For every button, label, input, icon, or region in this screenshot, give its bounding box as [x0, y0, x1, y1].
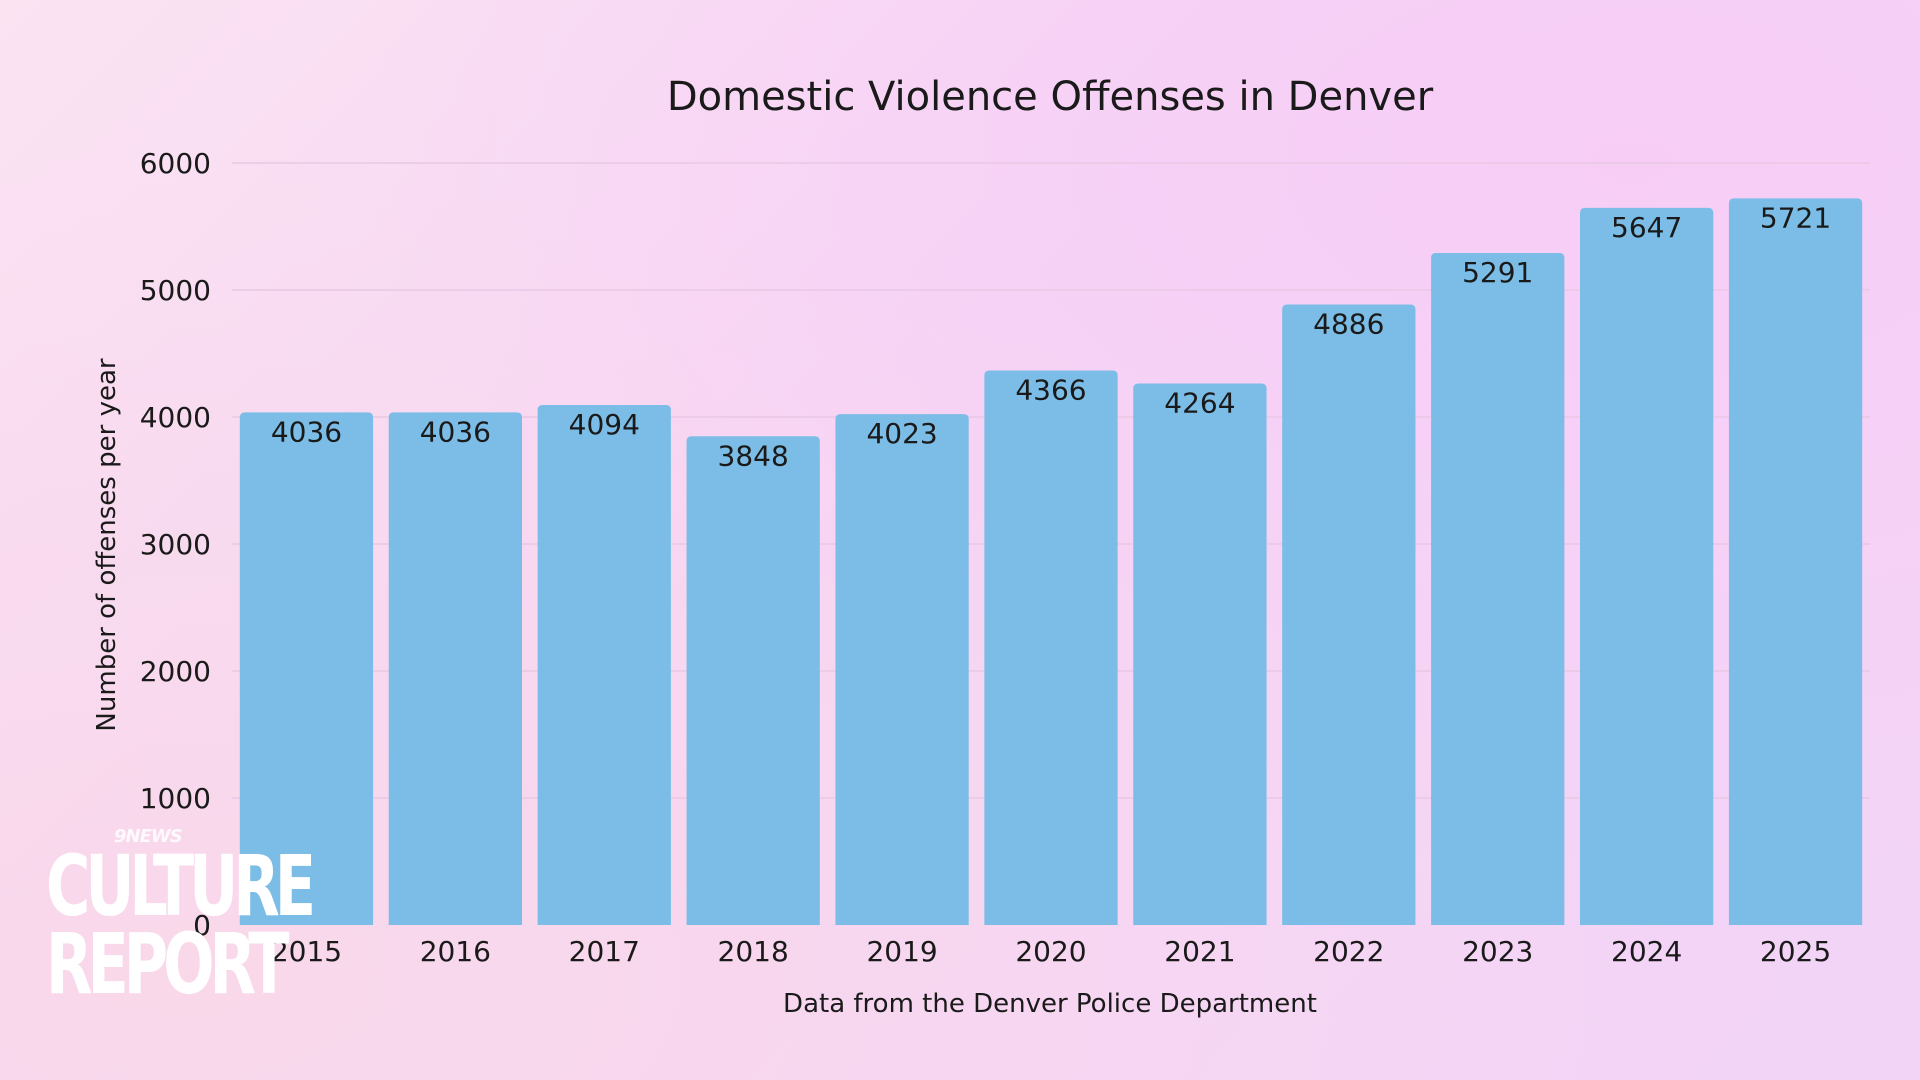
- bar-2021: [1133, 383, 1267, 925]
- 9news-logo-text: 9NEWS: [114, 826, 183, 847]
- y-tick-label: 3000: [140, 528, 211, 561]
- y-tick-label: 0: [193, 909, 211, 942]
- bar-value-label: 5291: [1462, 256, 1533, 289]
- y-tick-label: 5000: [140, 274, 211, 307]
- x-tick-label: 2024: [1611, 935, 1682, 968]
- y-tick-label: 6000: [140, 147, 211, 180]
- chart-title: Domestic Violence Offenses in Denver: [667, 74, 1434, 120]
- bar-value-label: 4264: [1164, 386, 1235, 419]
- x-tick-label: 2016: [420, 935, 491, 968]
- bar-2020: [984, 370, 1118, 925]
- y-axis-ticks: 0 1000 2000 3000 4000 5000 6000: [140, 147, 211, 942]
- y-tick-label: 4000: [140, 401, 211, 434]
- bar-value-label: 3848: [718, 439, 789, 472]
- x-tick-label: 2023: [1462, 935, 1533, 968]
- y-tick-label: 1000: [140, 782, 211, 815]
- bar-2016: [388, 412, 523, 926]
- bar-2022: [1282, 304, 1416, 925]
- bar-value-label: 4023: [866, 417, 937, 450]
- bar-value-label: 5647: [1611, 211, 1682, 244]
- logo-line-report: REPORT: [46, 915, 290, 1013]
- bar-2024: [1579, 207, 1714, 925]
- x-tick-label: 2018: [718, 935, 789, 968]
- bar-2023: [1431, 253, 1565, 926]
- bar-2025: [1728, 198, 1863, 926]
- culture-report-logo: 9NEWS CULTURE REPORT: [46, 826, 316, 1013]
- x-axis-label: Data from the Denver Police Department: [783, 989, 1317, 1019]
- x-tick-label: 2020: [1015, 935, 1086, 968]
- logo-line-culture: CULTURE: [46, 837, 316, 935]
- bar-value-label: 4886: [1313, 307, 1384, 340]
- x-tick-label: 2019: [866, 935, 937, 968]
- bar-value-label: 4036: [420, 415, 491, 448]
- x-axis-ticks: 2015 2016 2017 2018 2019 2020 2021 2022 2023 2024…: [271, 935, 1831, 968]
- bars: 4036 4036 4094 3848 4023 4366 4264 4886 5291 5647…: [239, 198, 1863, 926]
- bar-value-label: 4094: [569, 408, 640, 441]
- bar-2018: [686, 436, 820, 925]
- bar-value-label: 4036: [271, 415, 342, 448]
- y-axis-label: Number of offenses per year: [92, 358, 122, 731]
- bar-2015: [239, 412, 374, 926]
- x-tick-label: 2021: [1164, 935, 1235, 968]
- bar-value-label: 4366: [1015, 374, 1086, 407]
- bar-value-label: 5721: [1760, 201, 1831, 234]
- x-tick-label: 2015: [271, 935, 342, 968]
- bar-2017: [537, 405, 671, 925]
- y-tick-label: 2000: [140, 655, 211, 688]
- x-tick-label: 2017: [569, 935, 640, 968]
- bar-2019: [835, 414, 969, 925]
- x-tick-label: 2025: [1760, 935, 1831, 968]
- x-tick-label: 2022: [1313, 935, 1384, 968]
